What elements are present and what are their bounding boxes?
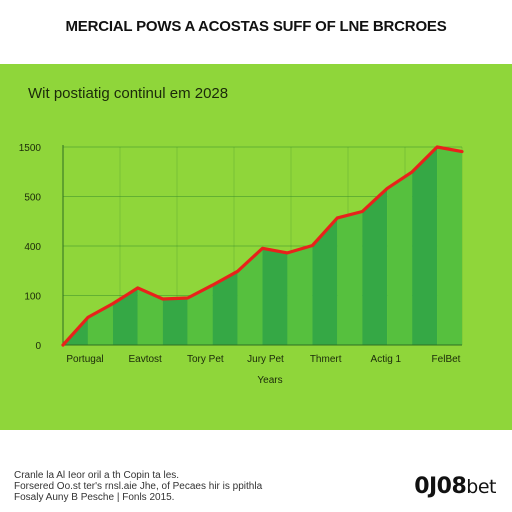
y-tick-label: 1500 — [19, 143, 42, 154]
chart-panel: Wit postiatig continul em 2028 0 100 400 50… — [0, 64, 512, 430]
area-segment — [137, 287, 163, 345]
area-segment — [362, 188, 388, 345]
chart-title: Wit postiatig continul em 2028 — [28, 85, 229, 102]
x-tick-label: Actig 1 — [371, 354, 402, 365]
area-segment — [112, 287, 138, 345]
area-segment — [212, 271, 238, 345]
y-tick-label: 100 — [24, 292, 41, 303]
area-segment — [237, 248, 263, 345]
area-segment — [162, 298, 188, 345]
area-segment — [262, 248, 288, 345]
area-segment — [437, 147, 462, 345]
area-segment — [412, 147, 438, 345]
footer-line: Forsered Oo.st ter's rnsl.aie Jhe, of Pe… — [14, 481, 263, 492]
x-tick-label: Jury Pet — [247, 354, 284, 365]
area-segment — [287, 245, 313, 345]
x-tick-label: Portugal — [66, 354, 103, 365]
area-segment — [337, 211, 363, 345]
series-line — [61, 145, 464, 347]
x-tick-label: Tory Pet — [187, 354, 224, 365]
y-tick-label: 400 — [24, 242, 41, 253]
footer-line: Fosaly Auny B Pesche | Fonls 2015. — [14, 492, 175, 503]
brand-logo: 0J08bet — [414, 474, 496, 499]
brand-suffix: bet — [466, 476, 496, 498]
footer-line: Cranle la Al Ieor oril a th Copin ta les… — [14, 470, 180, 481]
x-axis-label: Years — [257, 375, 282, 386]
page-title: MERCIAL POWS A ACOSTAS SUFF OF LNE BRCRO… — [65, 18, 447, 35]
area-segment — [312, 217, 338, 345]
area-segment — [187, 285, 213, 345]
area-segment — [387, 171, 413, 345]
x-tick-label: Eavtost — [128, 354, 162, 365]
y-tick-label: 500 — [24, 193, 41, 204]
area-chart: 0 100 400 500 1500 Portugal Eavtost Tory Pet Jur… — [19, 143, 464, 386]
x-tick-label: FelBet — [432, 354, 461, 365]
area-segment — [63, 317, 88, 345]
footer-notes: Cranle la Al Ieor oril a th Copin ta les… — [14, 470, 344, 503]
y-tick-label: 0 — [35, 341, 41, 352]
brand-main: 0J08 — [414, 474, 467, 499]
x-tick-label: Thmert — [310, 354, 342, 365]
